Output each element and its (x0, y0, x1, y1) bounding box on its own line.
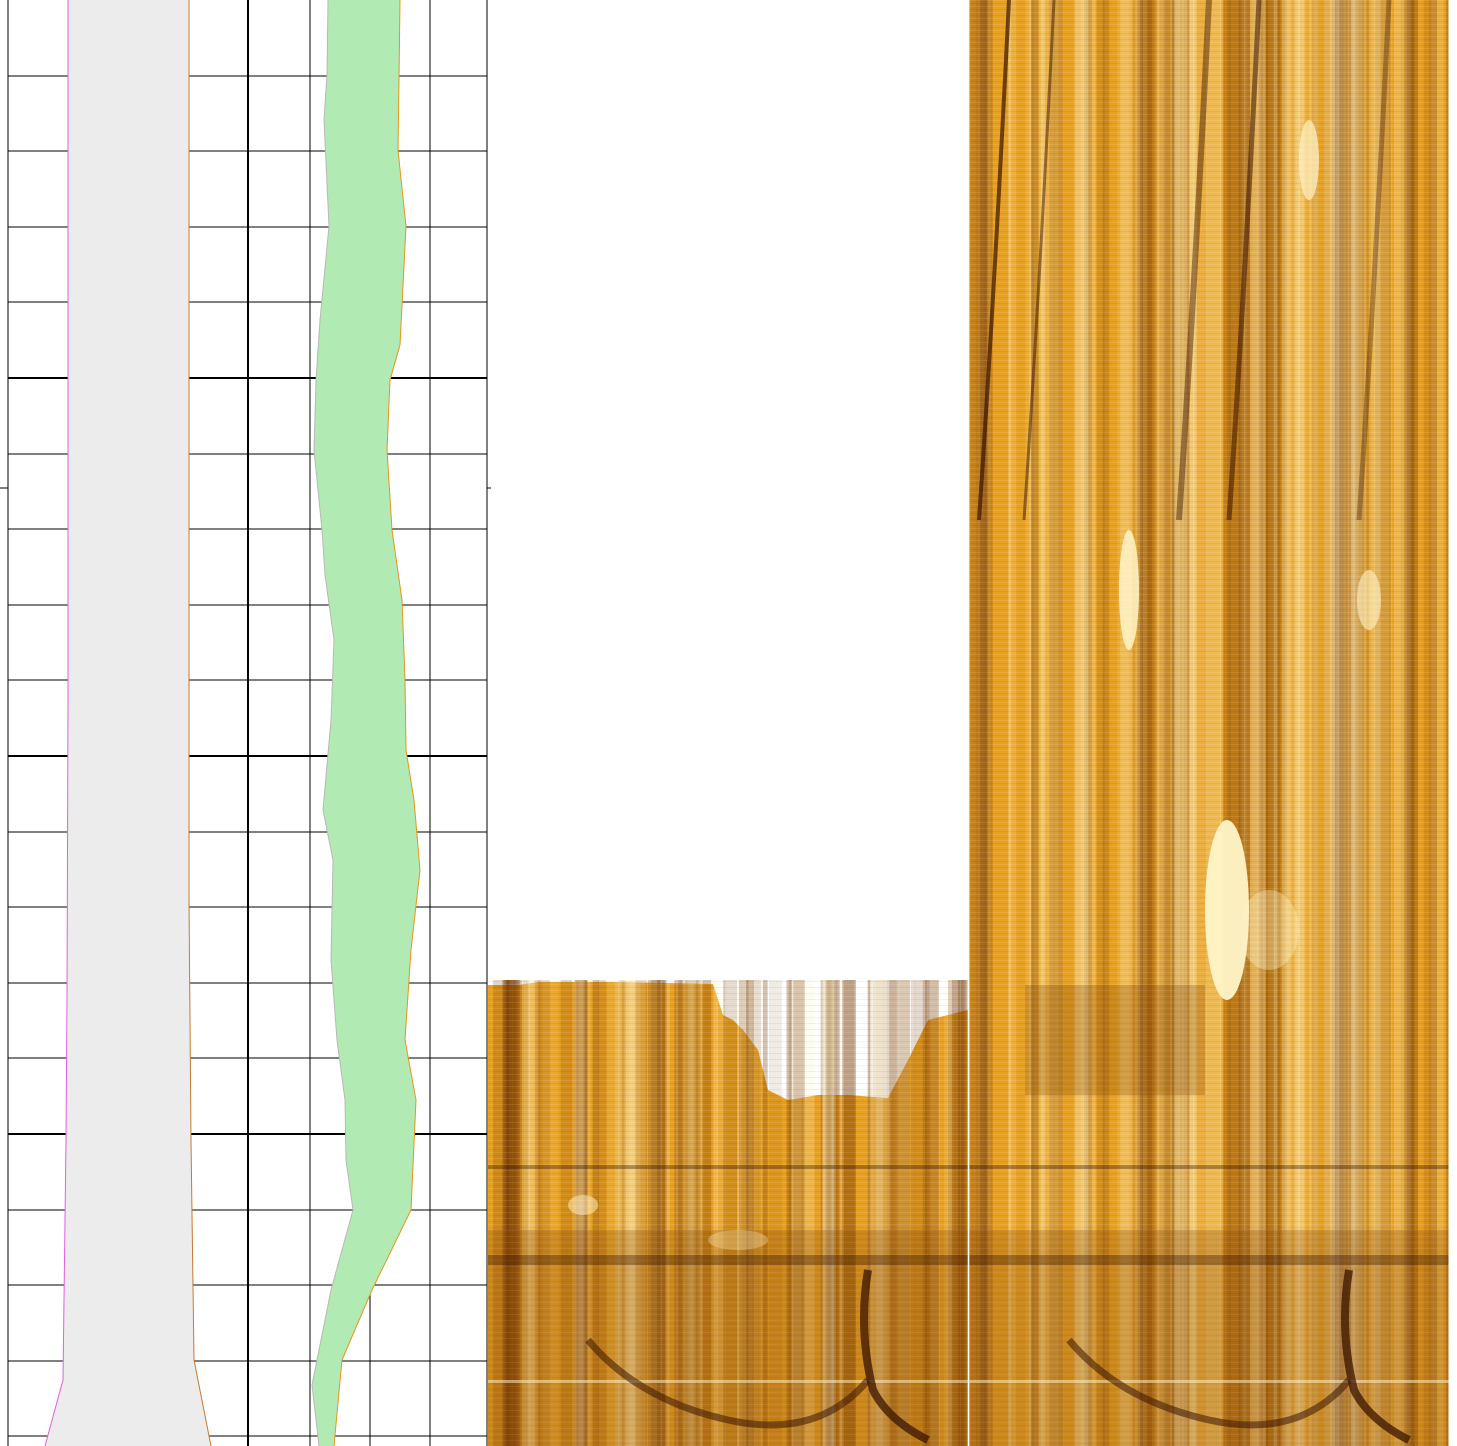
dynamic-image-body (969, 0, 1449, 1446)
image-dark-band (969, 1165, 1449, 1169)
image-dark-streak (1022, 0, 1056, 521)
image-bright-spot (1119, 530, 1139, 650)
image-banding (488, 980, 968, 1446)
shaded-band-right (312, 0, 420, 1446)
curve-band-left-edge (311, 0, 354, 1446)
image-fracture-trace (1066, 1337, 1352, 1429)
curve-left-boundary (44, 0, 69, 1446)
static-image-body (488, 980, 968, 1446)
static-image-track (488, 980, 968, 1446)
image-bright-spot (1205, 820, 1249, 1000)
image-fracture-trace (1341, 1269, 1411, 1444)
image-bright-spot (708, 1230, 768, 1250)
image-bright-spot (568, 1195, 598, 1215)
shaded-band-left (45, 0, 211, 1446)
image-bright-spot (1299, 120, 1319, 200)
image-fracture-trace (585, 1337, 871, 1429)
curve-band-right-edge (333, 0, 421, 1446)
dynamic-image-track (969, 0, 1449, 1446)
image-dark-streak (977, 0, 1011, 521)
image-light-band (969, 1380, 1449, 1383)
image-dark-streak (1226, 0, 1262, 521)
image-dark-streak (1356, 0, 1392, 521)
image-bright-spot (1357, 570, 1381, 630)
image-bright-spot (1239, 890, 1299, 970)
image-banding (969, 0, 1449, 1446)
image-light-band (488, 1380, 968, 1383)
curve-track (0, 0, 491, 1446)
image-dark-streak (1176, 0, 1212, 521)
image-dark-band (969, 1255, 1449, 1265)
curve-right-boundary (188, 0, 212, 1446)
image-dark-band (488, 1255, 968, 1265)
image-fracture-trace (860, 1269, 930, 1444)
image-dark-band (488, 1165, 968, 1169)
image-block (1025, 985, 1205, 1095)
